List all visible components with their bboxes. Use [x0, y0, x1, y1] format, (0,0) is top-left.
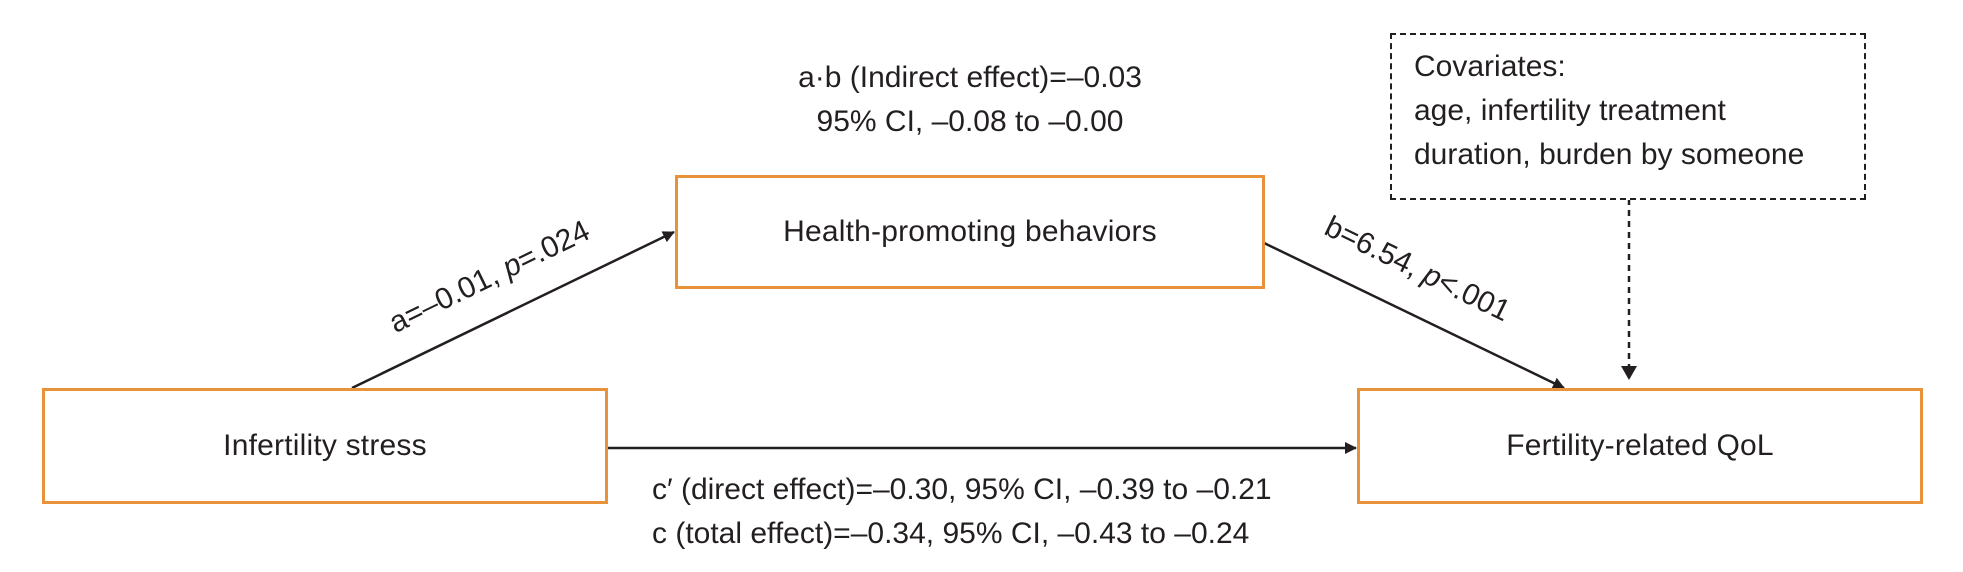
indirect-effect-line1: a·b (Indirect effect)=–0.03: [798, 61, 1142, 94]
direct-effect-line: c′ (direct effect)=–0.30, 95% CI, –0.39 …: [652, 473, 1272, 506]
mediator-node: Health-promoting behaviors: [675, 175, 1265, 289]
indirect-effect-label: a·b (Indirect effect)=–0.03 95% CI, –0.0…: [744, 56, 1196, 144]
covariates-title: Covariates:: [1414, 50, 1566, 83]
covariate-arrowhead: [1621, 366, 1637, 380]
predictor-label: Infertility stress: [223, 429, 427, 462]
indirect-effect-ci: 95% CI, –0.08 to –0.00: [816, 105, 1124, 138]
mediator-label: Health-promoting behaviors: [783, 215, 1157, 248]
outcome-node: Fertility-related QoL: [1357, 388, 1923, 504]
path-a-arrow: [351, 230, 675, 390]
covariates-box: Covariates: age, infertility treatment d…: [1390, 33, 1866, 200]
outcome-label: Fertility-related QoL: [1506, 429, 1774, 462]
path-b-arrow: [1261, 240, 1565, 390]
covariates-line-3: duration, burden by someone: [1414, 138, 1805, 171]
predictor-node: Infertility stress: [42, 388, 608, 504]
covariates-line-2: age, infertility treatment: [1414, 94, 1726, 127]
total-effect-line: c (total effect)=–0.34, 95% CI, –0.43 to…: [652, 517, 1250, 550]
direct-effect-label: c′ (direct effect)=–0.30, 95% CI, –0.39 …: [652, 468, 1272, 556]
